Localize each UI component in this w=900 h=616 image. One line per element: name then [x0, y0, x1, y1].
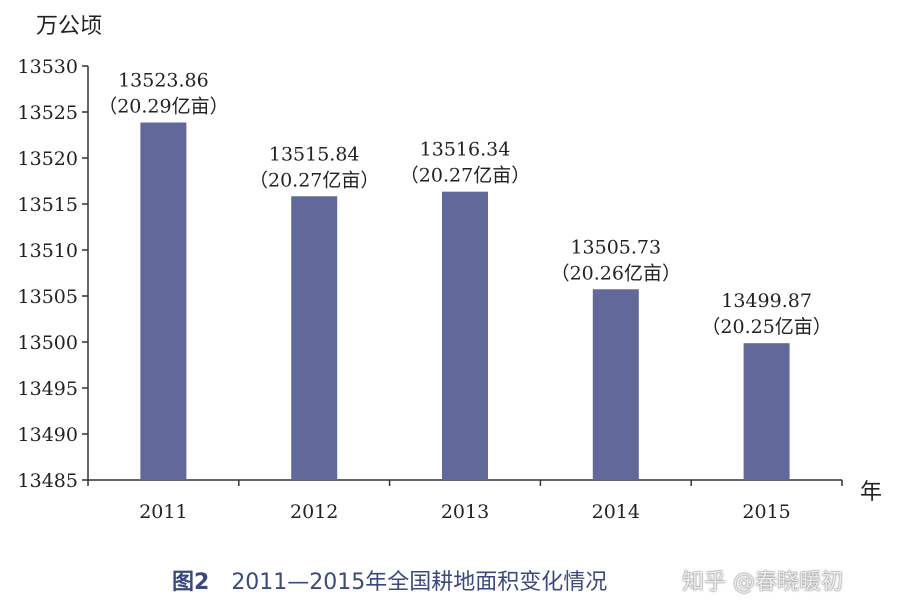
y-tick-label: 13495	[18, 378, 78, 400]
bar-sub-label: （20.29亿亩）	[98, 95, 228, 117]
y-tick-label: 13485	[18, 470, 78, 492]
bar-sub-label: （20.27亿亩）	[249, 169, 379, 191]
y-tick-label: 13500	[18, 332, 78, 354]
bar-sub-label: （20.25亿亩）	[701, 316, 831, 338]
y-tick-label: 13520	[18, 148, 78, 170]
y-axis: 13530 13525 13520 13515 13510 13505 13500 13495…	[18, 56, 89, 492]
bar-sub-label: （20.27亿亩）	[400, 165, 530, 187]
bar-2011	[140, 122, 187, 480]
y-tick-label: 13510	[18, 240, 78, 262]
bar-sub-label: （20.26亿亩）	[551, 262, 681, 284]
y-tick-label: 13515	[18, 194, 78, 216]
x-tick-label: 2011	[139, 501, 187, 523]
bar-2012	[291, 196, 338, 480]
x-tick-label: 2013	[441, 501, 489, 523]
x-axis: 2011 2012 2013 2014 2015	[87, 479, 843, 523]
bar-value-label: 13516.34	[420, 139, 511, 161]
x-tick-label: 2012	[290, 501, 338, 523]
y-tick-label: 13490	[18, 424, 78, 446]
figure-caption: 图2 2011—2015年全国耕地面积变化情况	[172, 564, 607, 596]
bar-value-label: 13523.86	[118, 69, 209, 91]
y-tick-label: 13525	[18, 102, 78, 124]
bar-value-label: 13505.73	[570, 236, 661, 258]
watermark: 知乎 @春晓暖初	[682, 570, 843, 595]
x-tick-label: 2015	[742, 501, 790, 523]
bar-2014	[592, 289, 639, 480]
y-tick-label: 13505	[18, 286, 78, 308]
bar-2013	[442, 191, 488, 480]
bars	[140, 122, 790, 480]
bar-2015	[743, 343, 790, 480]
bar-value-label: 13499.87	[721, 290, 812, 312]
bar-value-label: 13515.84	[269, 143, 360, 165]
x-axis-title: 年	[860, 480, 883, 505]
data-labels: 13523.86 （20.29亿亩） 13515.84 （20.27亿亩） 13516.…	[98, 69, 832, 338]
y-tick-label: 13530	[18, 56, 78, 78]
figure-number: 图2	[172, 570, 210, 595]
x-tick-label: 2014	[592, 501, 640, 523]
figure-title: 2011—2015年全国耕地面积变化情况	[231, 570, 608, 595]
y-axis-title: 万公顷	[36, 14, 103, 39]
